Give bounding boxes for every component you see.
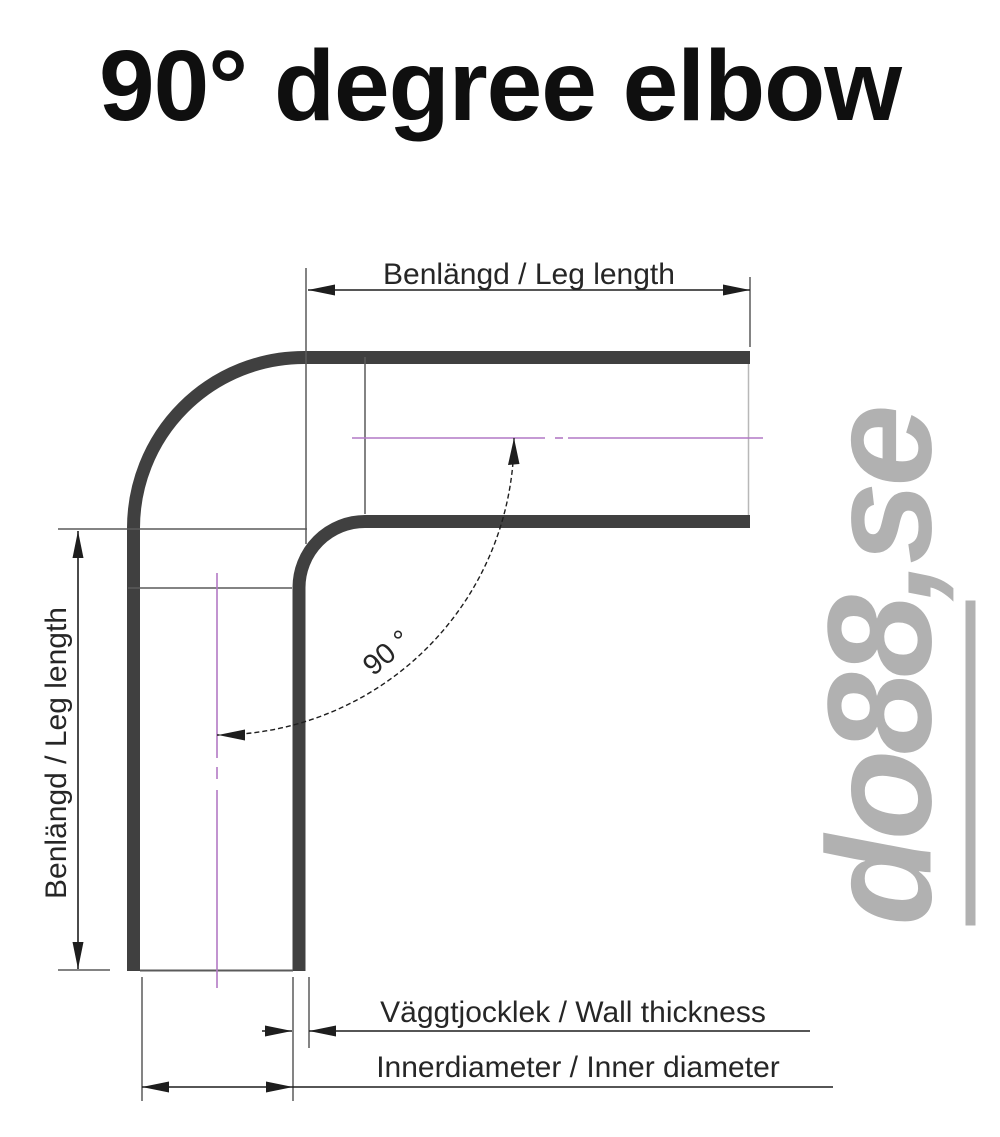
arrow-left-leg-bottom bbox=[72, 942, 84, 969]
pipe-walls bbox=[127, 351, 750, 971]
arrow-left-leg-top bbox=[72, 531, 84, 558]
arrow-top-leg-left bbox=[308, 284, 335, 296]
label-inner-diameter: Innerdiameter / Inner diameter bbox=[376, 1051, 780, 1084]
arrow-wall-thickness-left bbox=[265, 1025, 292, 1037]
page-title: 90° degree elbow bbox=[98, 30, 902, 142]
label-left-leg-length: Benlängd / Leg length bbox=[40, 607, 73, 899]
centerlines bbox=[216, 437, 763, 988]
arrow-wall-thickness-right bbox=[309, 1025, 336, 1037]
arrow-inner-diameter-left bbox=[142, 1081, 169, 1093]
arrow-top-leg-right bbox=[723, 284, 750, 296]
dimension-lines bbox=[72, 284, 833, 1093]
arrow-angle-arc-top bbox=[508, 438, 520, 465]
pipe-outer-wall bbox=[127, 351, 750, 971]
label-angle-90: 90 ° bbox=[357, 624, 417, 682]
arrow-inner-diameter-right bbox=[266, 1081, 293, 1093]
label-top-leg-length: Benlängd / Leg length bbox=[383, 258, 675, 291]
arrowheads bbox=[72, 284, 750, 1093]
angle-arc-90-degrees bbox=[216, 437, 515, 736]
dimension-labels: Benlängd / Leg length Benlängd / Leg len… bbox=[40, 258, 780, 1084]
arrow-angle-arc-left bbox=[218, 729, 245, 741]
extension-lines bbox=[58, 268, 751, 1101]
pipe-inner-wall bbox=[292, 515, 750, 971]
label-wall-thickness: Väggtjocklek / Wall thickness bbox=[380, 996, 766, 1029]
